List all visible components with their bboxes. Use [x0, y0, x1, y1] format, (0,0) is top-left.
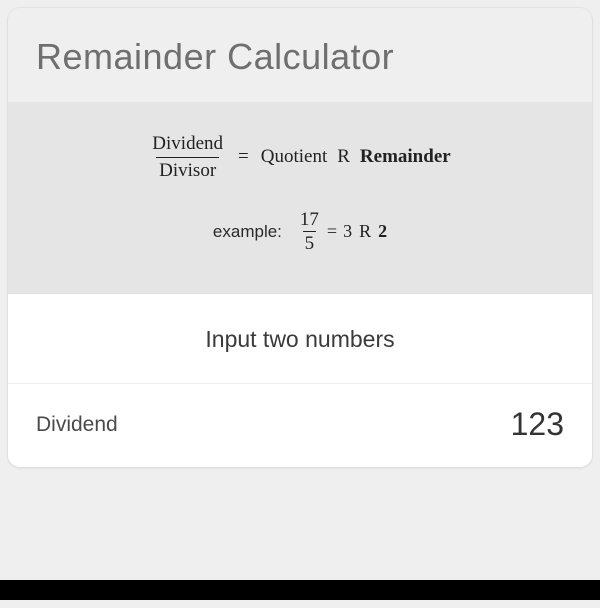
r-word: R	[337, 146, 350, 168]
formula-example: example: 17 5 = 3 R 2	[213, 209, 387, 256]
example-quotient: 3	[343, 221, 352, 242]
dividend-row: Dividend	[8, 383, 592, 467]
equals-sign: =	[238, 146, 249, 168]
example-r-word: R	[359, 221, 371, 242]
formula-main: Dividend Divisor = Quotient R Remainder	[149, 132, 450, 183]
formula-denominator: Divisor	[156, 157, 219, 183]
example-remainder: 2	[378, 221, 387, 242]
formula-fraction: Dividend Divisor	[149, 132, 226, 183]
example-label: example:	[213, 222, 282, 242]
dividend-label: Dividend	[36, 413, 118, 437]
formula-numerator: Dividend	[149, 132, 226, 157]
example-equals: =	[327, 221, 337, 242]
page-title: Remainder Calculator	[8, 8, 592, 102]
calculator-card: Remainder Calculator Dividend Divisor = …	[8, 8, 592, 467]
remainder-word: Remainder	[360, 146, 451, 168]
input-heading: Input two numbers	[8, 294, 592, 383]
dividend-input[interactable]	[364, 406, 564, 443]
example-fraction: 17 5	[298, 209, 321, 256]
example-numerator: 17	[298, 209, 321, 232]
footer-bar	[0, 580, 600, 600]
quotient-word: Quotient	[261, 146, 328, 168]
example-denominator: 5	[303, 231, 317, 255]
input-section: Input two numbers Dividend	[8, 293, 592, 467]
formula-panel: Dividend Divisor = Quotient R Remainder …	[8, 102, 592, 293]
